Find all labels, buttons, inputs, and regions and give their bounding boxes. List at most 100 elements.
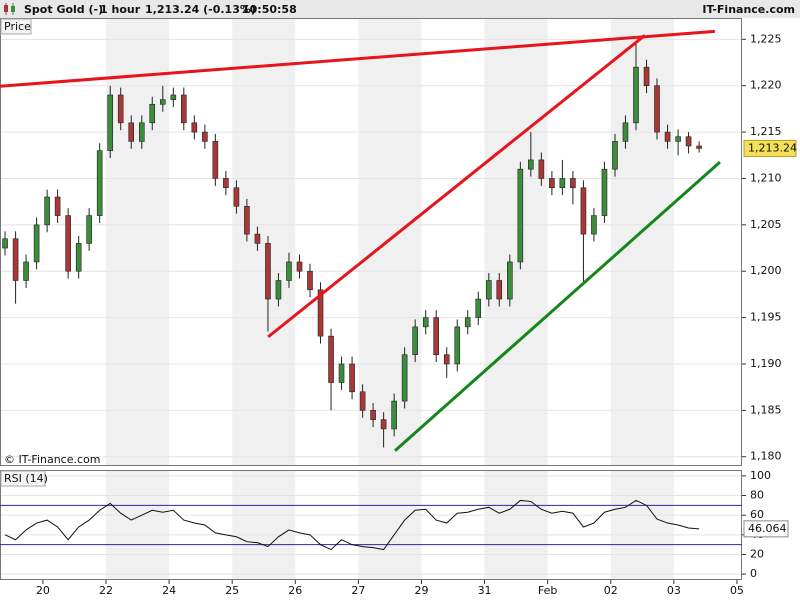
price-panel: 1,180 1,185 1,190 1,195 1,200 1,205 1,210 1,215… xyxy=(0,18,782,466)
day-band xyxy=(610,470,674,580)
x-tick-label: 26 xyxy=(288,584,302,597)
x-tick-label: 20 xyxy=(36,584,50,597)
candle-body xyxy=(128,122,135,142)
x-tick-label: 27 xyxy=(351,584,365,597)
candle-body xyxy=(380,419,387,430)
day-band xyxy=(232,470,296,580)
candle-body xyxy=(75,243,82,272)
candle-body xyxy=(159,99,166,105)
candle-body xyxy=(65,215,71,272)
candle-body xyxy=(96,150,103,216)
candle-body xyxy=(349,363,355,393)
candle-body xyxy=(233,187,240,207)
candle-body xyxy=(307,270,313,291)
header-bar xyxy=(0,0,800,18)
panel-label-box xyxy=(0,18,32,35)
candle-body xyxy=(370,410,376,420)
candle-body xyxy=(622,122,629,142)
y-tick-label: 60 xyxy=(750,508,764,521)
candle-body xyxy=(286,261,292,281)
y-tick-label: 1,180 xyxy=(750,450,782,463)
trend-line xyxy=(267,34,646,339)
rsi-panel: 020406080100RSI (14) xyxy=(0,469,771,580)
candle-body xyxy=(359,391,366,411)
trend-line xyxy=(393,161,721,452)
candle-body xyxy=(475,298,482,318)
panel-frame xyxy=(0,470,742,580)
candle-body xyxy=(559,178,566,189)
candle-body xyxy=(54,196,61,216)
panel-label: Price xyxy=(4,20,31,33)
copyright: © IT-Finance.com xyxy=(4,453,101,466)
candle-body xyxy=(254,233,261,244)
candle-body xyxy=(664,131,671,142)
candle-body xyxy=(212,141,219,179)
candle-body xyxy=(454,326,461,365)
candle-body xyxy=(612,141,618,170)
candle-body xyxy=(44,196,50,226)
candle-body xyxy=(33,224,40,263)
candle-body xyxy=(412,326,418,355)
candle-body xyxy=(517,168,524,263)
candle-body xyxy=(12,238,19,281)
candle-body xyxy=(296,261,303,272)
candle-body xyxy=(338,363,345,383)
candle-body xyxy=(180,94,187,124)
candle-body xyxy=(485,280,492,300)
candle-body xyxy=(223,178,229,189)
candle-body xyxy=(464,317,471,328)
last-price-label: 1,213.24 xyxy=(748,141,797,154)
candle-body xyxy=(275,280,282,300)
y-tick-label: 1,195 xyxy=(750,311,782,324)
time: 10:50:58 xyxy=(242,3,297,16)
brand: IT-Finance.com xyxy=(702,3,795,16)
candle-body xyxy=(633,66,639,124)
candle-body xyxy=(317,289,324,337)
candle-body xyxy=(570,178,576,189)
candle-body xyxy=(685,136,692,147)
candle-body xyxy=(191,122,198,133)
y-tick-label: 1,190 xyxy=(750,357,782,370)
day-band xyxy=(358,18,422,466)
candle-body xyxy=(170,94,177,100)
rsi-line xyxy=(4,499,700,551)
candle-body xyxy=(696,145,702,149)
day-band xyxy=(484,18,548,466)
candle-body xyxy=(496,280,503,300)
candle-body xyxy=(422,317,429,328)
candle-body xyxy=(138,122,145,142)
candle-body xyxy=(601,168,608,216)
candle-body xyxy=(433,317,439,355)
candle-body xyxy=(401,354,408,402)
x-tick-label: 02 xyxy=(604,584,618,597)
panel-label-box xyxy=(0,470,46,487)
candle-body xyxy=(117,94,124,124)
candle-body xyxy=(202,131,208,142)
quote: 1,213.24 (-0.13%) xyxy=(145,3,256,16)
y-tick-label: 1,220 xyxy=(750,79,782,92)
day-band xyxy=(484,470,548,580)
day-band xyxy=(358,470,422,580)
candle-body xyxy=(391,400,397,430)
candle-body xyxy=(675,136,681,142)
candle-body xyxy=(149,103,156,124)
day-band xyxy=(106,470,170,580)
rsi-last-label: 46.064 xyxy=(748,522,787,535)
last-price-box xyxy=(743,139,797,157)
candle-body xyxy=(2,238,8,249)
candle-body xyxy=(86,215,92,244)
candle-body xyxy=(107,94,114,151)
y-tick-label: 1,200 xyxy=(750,264,782,277)
x-tick-label: 24 xyxy=(162,584,176,597)
timeframe: 1 hour xyxy=(100,3,141,16)
day-band xyxy=(106,18,170,466)
candle-body xyxy=(328,335,334,383)
y-tick-label: 0 xyxy=(750,567,757,580)
y-tick-label: 1,225 xyxy=(750,32,782,45)
x-tick-label: 03 xyxy=(667,584,681,597)
y-tick-label: 1,205 xyxy=(750,218,782,231)
candle-body xyxy=(265,243,271,300)
candle-body xyxy=(654,85,660,133)
y-tick-label: 1,210 xyxy=(750,171,782,184)
